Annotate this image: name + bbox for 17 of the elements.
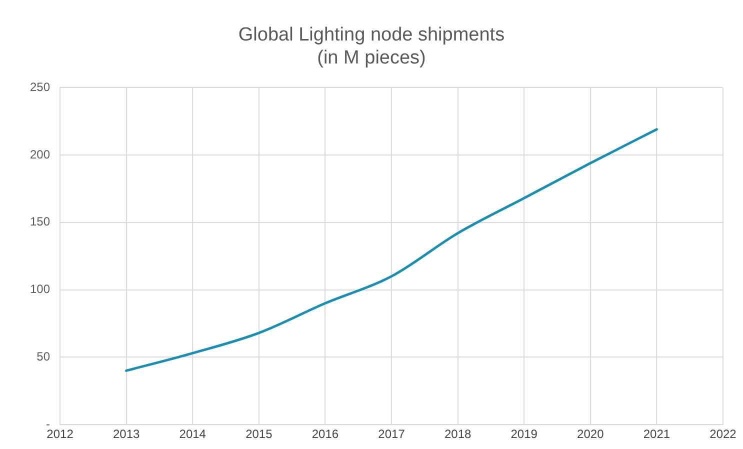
y-tick-label: 50 — [36, 350, 50, 364]
y-tick-label: 250 — [30, 80, 50, 94]
x-tick-label: 2022 — [710, 427, 737, 442]
x-tick-label: 2019 — [510, 427, 538, 442]
x-tick-label: 2017 — [378, 427, 406, 442]
line-series — [125, 128, 658, 372]
y-tick-label: 200 — [30, 147, 50, 162]
x-tick-label: 2021 — [643, 427, 670, 442]
x-tick-label: 2013 — [112, 427, 140, 442]
chart-title: Global Lighting node shipments (in M pieces) — [238, 24, 505, 68]
x-tick-label: 2018 — [444, 427, 472, 442]
y-tick-label: 150 — [30, 214, 50, 229]
x-tick-label: 2020 — [577, 427, 604, 442]
x-tick-label: 2016 — [312, 427, 339, 442]
x-tick-label: 2014 — [179, 427, 206, 442]
y-tick-label: 100 — [30, 282, 50, 296]
x-tick-label: 2015 — [246, 427, 273, 442]
